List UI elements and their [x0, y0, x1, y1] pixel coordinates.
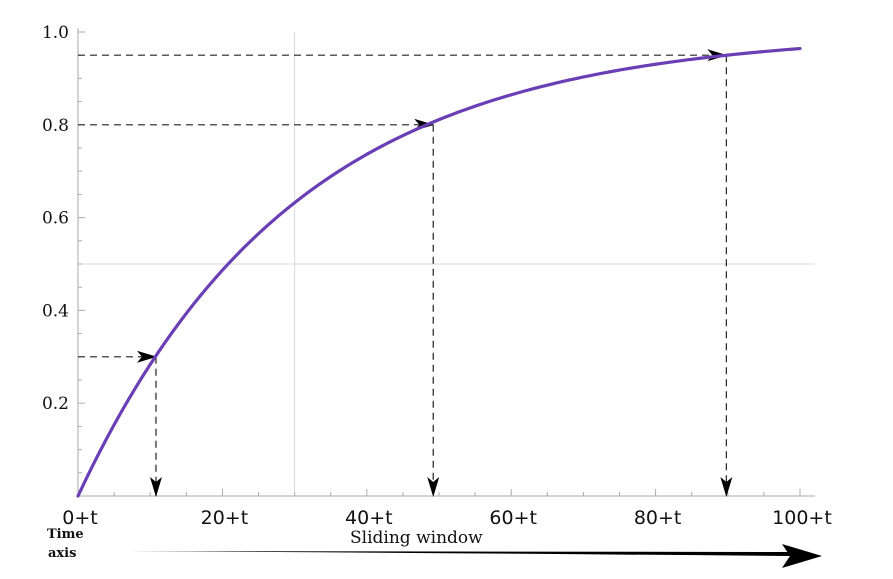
y-tick-label: 0.2: [42, 394, 69, 414]
x-tick-label: 60+t: [489, 507, 537, 529]
y-tick-label: 0.8: [42, 116, 69, 136]
sliding-window-arrow-shaft: [118, 551, 790, 556]
tick-labels: 0.2 0.4 0.6 0.8 1.0 0+t 20+t 40+t 60+t 80+t 100+t: [42, 23, 832, 529]
x-tick-label: 80+t: [634, 507, 682, 529]
guide-lines: [78, 49, 733, 497]
sliding-window-arrow-head: [782, 544, 822, 568]
axes: [77, 28, 815, 497]
time-axis-label-line1: Time: [47, 527, 84, 542]
saturation-curve: [76, 46, 802, 498]
y-tick-label: 0.6: [42, 209, 69, 229]
x-tick-label: 0+t: [62, 507, 97, 529]
bottom-annotation: Time axis Sliding window: [47, 527, 822, 568]
sliding-window-label: Sliding window: [350, 528, 483, 548]
time-axis-label-line2: axis: [48, 546, 76, 561]
x-tick-label: 20+t: [201, 507, 249, 529]
y-tick-label: 1.0: [42, 23, 69, 43]
y-tick-label: 0.4: [42, 301, 69, 321]
x-tick-label: 100+t: [772, 507, 832, 529]
series-curve: [76, 46, 802, 498]
x-tick-label: 40+t: [345, 507, 393, 529]
